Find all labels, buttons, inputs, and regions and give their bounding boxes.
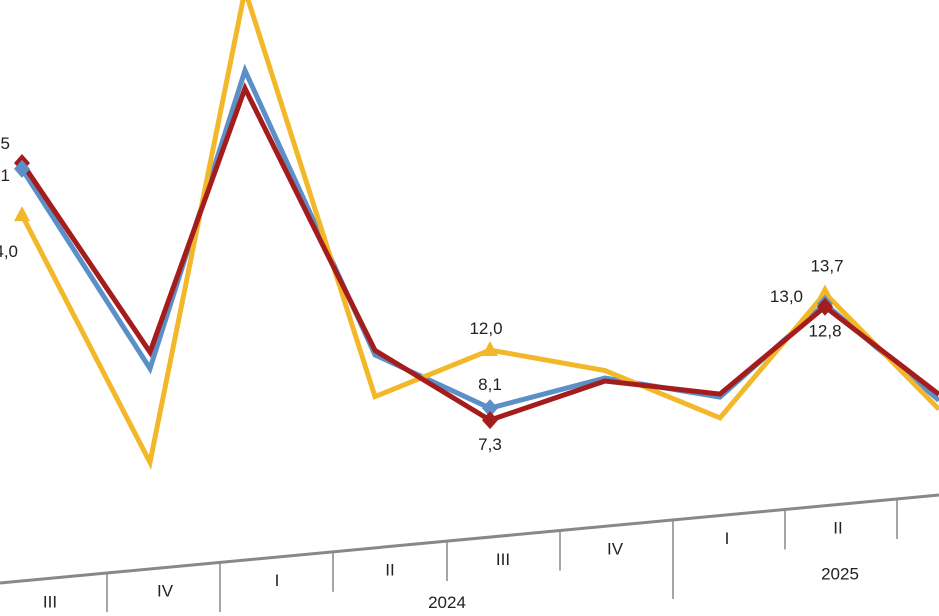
series-yellow-marker [482,341,498,357]
data-label: ,1 [0,166,10,185]
data-label: 8,1 [478,375,502,394]
x-tick-label: I [725,529,730,548]
series-yellow-marker [14,206,30,222]
series-red-marker [817,297,833,316]
x-tick-label: I [275,571,280,590]
series-red-marker [482,411,498,430]
data-label: 4,0 [0,242,18,261]
x-tick-label: III [43,592,57,611]
x-tick-label: III [496,550,510,569]
data-label: 13,7 [810,256,843,275]
series-blue-marker [14,159,30,178]
data-label: 12,0 [469,319,502,338]
x-tick-label: II [385,560,394,579]
data-label: 7,3 [478,435,502,454]
series-red-line [19,82,939,423]
year-label: 2024 [428,593,466,612]
series-blue-marker [482,399,498,418]
series-yellow-marker [817,284,833,300]
data-label: 12,8 [808,322,841,341]
x-axis-line [0,493,939,585]
year-label: 2025 [821,564,859,583]
data-label: ,5 [0,134,10,153]
x-tick-label: IV [607,539,624,558]
data-label: 13,0 [770,287,803,306]
x-tick-label: IV [157,582,174,601]
x-tick-label: II [833,518,842,537]
series-blue-line [19,63,939,411]
